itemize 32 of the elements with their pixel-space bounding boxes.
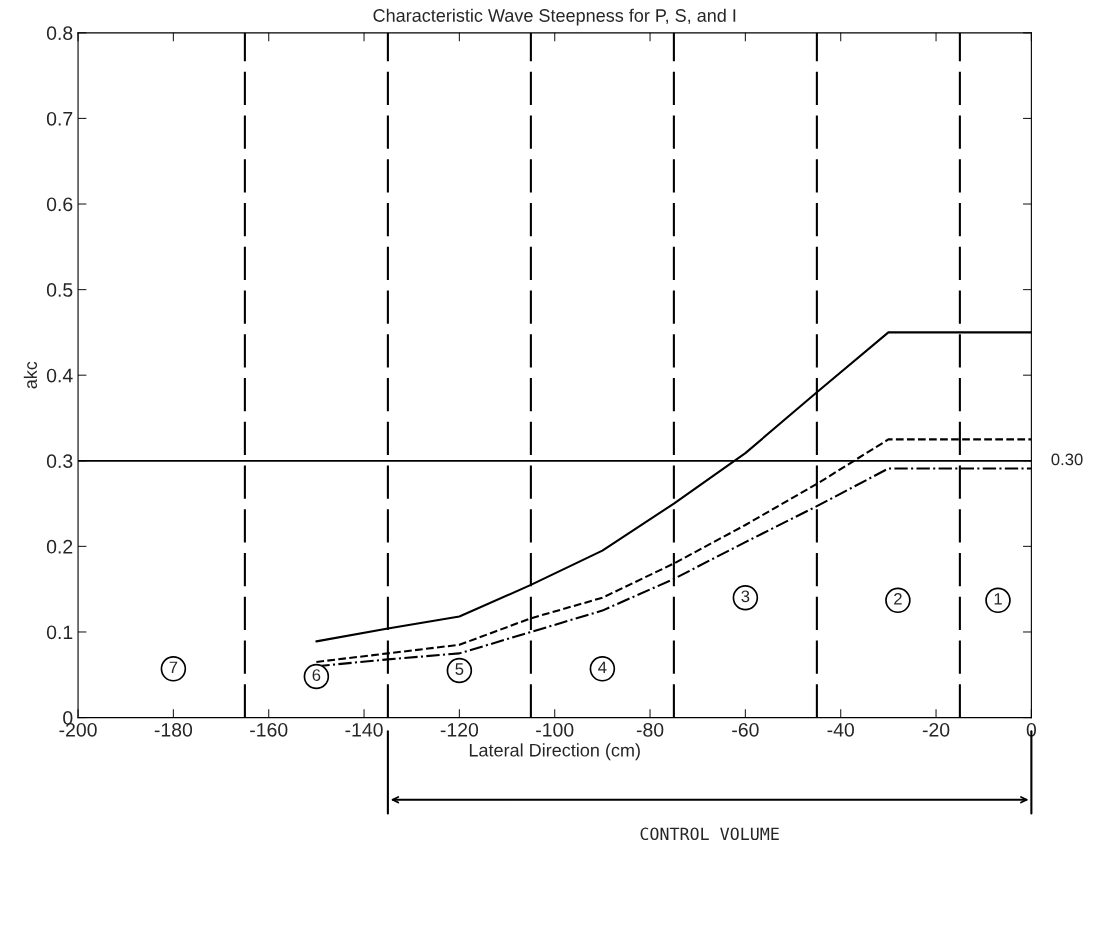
annotation: 1	[994, 593, 1002, 605]
x-tick-label: -100	[536, 722, 574, 737]
annotation: 7	[169, 661, 178, 674]
annotation: 4	[598, 661, 607, 674]
x-axis-title: Lateral Direction (cm)	[469, 743, 640, 761]
y-tick-label: 0.4	[46, 368, 73, 383]
y-tick-label: 0.3	[46, 454, 73, 469]
y-tick-label: 0.8	[46, 26, 73, 41]
y-tick-label: 0.7	[46, 111, 73, 126]
x-tick-label: -20	[922, 722, 950, 737]
y-tick-label: 0.5	[46, 283, 73, 297]
chart-title: Characteristic Wave Steepness for P, S, and I	[373, 8, 736, 26]
x-tick-label: -120	[440, 722, 479, 737]
text: CONTROL VOLUME	[640, 827, 779, 841]
x-tick-label: 0	[1026, 722, 1037, 737]
x-tick-label: -60	[732, 722, 759, 737]
annotation: 5	[455, 663, 464, 675]
x-tick-label: -140	[345, 722, 383, 737]
x-tick-label: -40	[827, 722, 854, 737]
y-tick-label: 0.6	[46, 197, 73, 212]
annotation: 3	[741, 590, 750, 603]
y-tick-label: 0.1	[46, 625, 73, 640]
x-tick-label: -80	[636, 722, 664, 737]
ref-line-label: 0.30	[1051, 453, 1083, 466]
annotation: 6	[312, 669, 321, 681]
y-tick-label: 0.2	[46, 539, 73, 554]
x-tick-label: -160	[250, 722, 288, 737]
x-tick-label: -200	[59, 722, 97, 737]
y-axis-title: akc	[23, 361, 38, 389]
x-tick-label: -180	[154, 722, 193, 737]
y-tick-label: 0	[63, 711, 73, 725]
annotation: 2	[894, 592, 902, 605]
